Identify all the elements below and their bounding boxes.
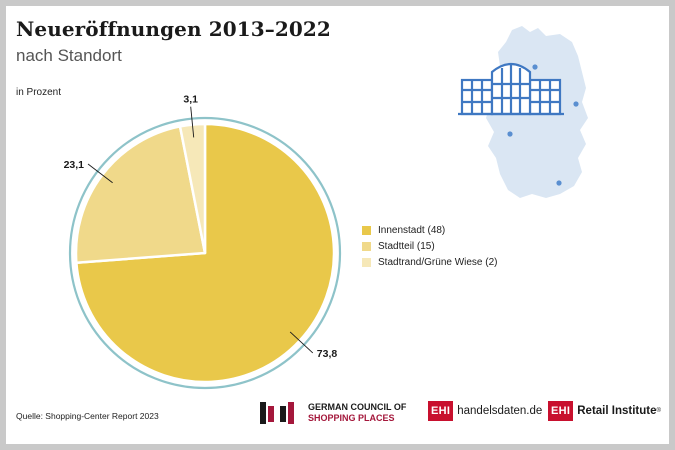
pie-leader-line-1	[87, 163, 113, 184]
chart-subtitle: nach Standort	[16, 46, 122, 65]
legend-label-0: Innenstadt (48)	[378, 224, 446, 236]
gccsp-line1: GERMAN COUNCIL OF	[308, 402, 407, 412]
gccsp-mark-icon	[260, 402, 294, 424]
legend-item-0: Innenstadt (48)	[362, 222, 498, 238]
pie-leader-line-0	[289, 331, 314, 354]
ehi-retail-text: Retail Institute	[577, 405, 657, 417]
gccsp-line2: SHOPPING PLACES	[308, 413, 395, 423]
ehi-handelsdaten-text: handelsdaten.de	[457, 405, 543, 417]
ehi-retail-logo: EHI Retail Institute ®	[548, 401, 661, 421]
pie-data-label-1: 23,1	[64, 159, 85, 171]
ehi-registered-mark: ®	[656, 408, 661, 414]
legend-item-2: Stadtrand/Grüne Wiese (2)	[362, 254, 498, 270]
chart-title: Neueröffnungen 2013–2022	[16, 17, 331, 41]
gccsp-logo: GERMAN COUNCIL OF SHOPPING PLACES	[254, 400, 406, 426]
pie-outer-ring	[68, 116, 342, 390]
pie-leader-line-2	[190, 106, 195, 138]
legend-swatch-1	[362, 241, 371, 251]
chart-legend: Innenstadt (48) Stadtteil (15) Stadtrand/G…	[362, 222, 498, 270]
pie-data-label-2: 3,1	[183, 94, 198, 106]
legend-label-1: Stadtteil (15)	[378, 240, 435, 252]
ehi-badge-2: EHI	[548, 401, 574, 421]
legend-label-2: Stadtrand/Grüne Wiese (2)	[378, 256, 498, 268]
germany-map-icon	[458, 26, 588, 198]
source-note: Quelle: Shopping-Center Report 2023	[16, 411, 159, 421]
shopping-center-icon	[458, 62, 564, 116]
pie-data-label-0: 73,8	[317, 348, 338, 360]
ehi-badge: EHI	[428, 401, 454, 421]
legend-swatch-2	[362, 257, 371, 267]
legend-item-1: Stadtteil (15)	[362, 238, 498, 254]
ehi-handelsdaten-logo: EHI handelsdaten.de	[428, 401, 542, 421]
unit-label: in Prozent	[16, 87, 62, 98]
legend-swatch-0	[362, 225, 371, 235]
